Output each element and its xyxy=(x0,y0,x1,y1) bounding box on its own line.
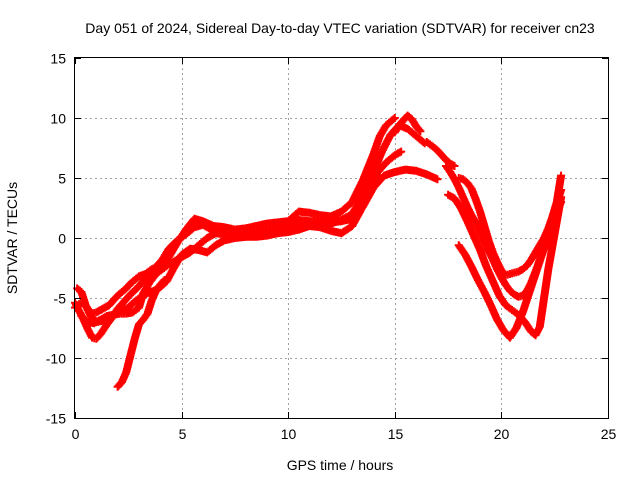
series-track-f xyxy=(390,111,425,137)
y-tick-label: 0 xyxy=(58,231,66,247)
series-track-e xyxy=(113,276,169,391)
data-point xyxy=(390,114,399,122)
y-tick-labels: -15 -10 -5 0 5 10 15 xyxy=(46,51,66,427)
chart-title: Day 051 of 2024, Sidereal Day-to-day VTE… xyxy=(85,20,595,36)
axis-ticks xyxy=(75,58,609,419)
series-track-k xyxy=(454,198,566,342)
x-axis-title: GPS time / hours xyxy=(287,457,394,473)
series-track-g xyxy=(422,138,459,170)
plot-frame xyxy=(74,57,609,419)
data-point xyxy=(397,147,406,156)
y-tick-label: 5 xyxy=(58,171,66,187)
x-tick-label: 0 xyxy=(72,426,80,442)
y-tick-label: 10 xyxy=(50,111,66,127)
data-point xyxy=(433,175,442,184)
x-tick-label: 15 xyxy=(388,426,404,442)
y-tick-label: -10 xyxy=(46,351,66,367)
y-tick-label: 15 xyxy=(50,51,66,67)
x-tick-label: 25 xyxy=(601,426,617,442)
x-tick-labels: 0 5 10 15 20 25 xyxy=(72,426,617,442)
data-point-fill xyxy=(415,126,424,134)
data-point xyxy=(557,171,566,180)
x-tick-label: 20 xyxy=(494,426,510,442)
x-tick-label: 10 xyxy=(281,426,297,442)
series-track-d xyxy=(77,165,442,328)
data-point xyxy=(416,127,425,136)
x-tick-label: 5 xyxy=(179,426,187,442)
y-tick-label: -15 xyxy=(46,411,66,427)
gridlines xyxy=(75,58,608,418)
y-axis-title: SDTVAR / TECUs xyxy=(4,182,20,294)
data-point xyxy=(160,276,169,284)
data-point xyxy=(450,162,459,170)
data-point xyxy=(557,198,566,206)
data-point-fill xyxy=(159,277,168,286)
series-track-j xyxy=(444,190,566,340)
data-point-fill xyxy=(389,115,398,124)
y-tick-label: -5 xyxy=(54,291,67,307)
data-points xyxy=(71,111,566,391)
